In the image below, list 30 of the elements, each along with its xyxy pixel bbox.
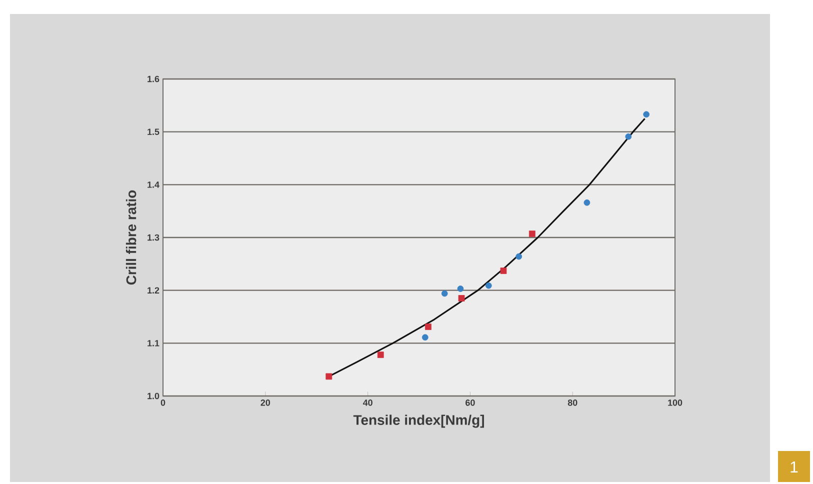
- point: [643, 111, 650, 118]
- y-tick-label: 1.4: [148, 182, 160, 188]
- point: [422, 334, 428, 341]
- y-tick-label: 1.5: [148, 128, 160, 135]
- point: [441, 290, 448, 297]
- y-tick-label: 1.6: [148, 76, 160, 82]
- y-tick-label: 1.1: [148, 340, 160, 346]
- point: [584, 199, 590, 206]
- point: [377, 352, 384, 358]
- point: [485, 282, 492, 289]
- point: [625, 133, 632, 140]
- x-tick-label: 100: [668, 400, 682, 406]
- point: [326, 373, 332, 380]
- y-tick-label: 1.2: [148, 287, 160, 294]
- point: [425, 324, 432, 330]
- point: [500, 268, 507, 274]
- x-tick-label: 0: [160, 400, 166, 406]
- x-tick-label: 60: [466, 400, 475, 406]
- x-tick-label: 40: [362, 400, 372, 406]
- y-tick-label: 1.0: [148, 392, 160, 400]
- point: [458, 295, 465, 302]
- point: [457, 286, 464, 292]
- text: 1: [790, 462, 798, 472]
- x-tick-label: 20: [260, 400, 270, 406]
- x-axis-title: Tensile index[Nm/g]: [353, 414, 484, 428]
- point: [528, 230, 536, 237]
- point: [516, 253, 522, 260]
- y-tick-label: 1.3: [148, 234, 160, 241]
- y-axis-title: Crill fibre ratio: [126, 190, 136, 285]
- x-tick-label: 80: [568, 400, 578, 406]
